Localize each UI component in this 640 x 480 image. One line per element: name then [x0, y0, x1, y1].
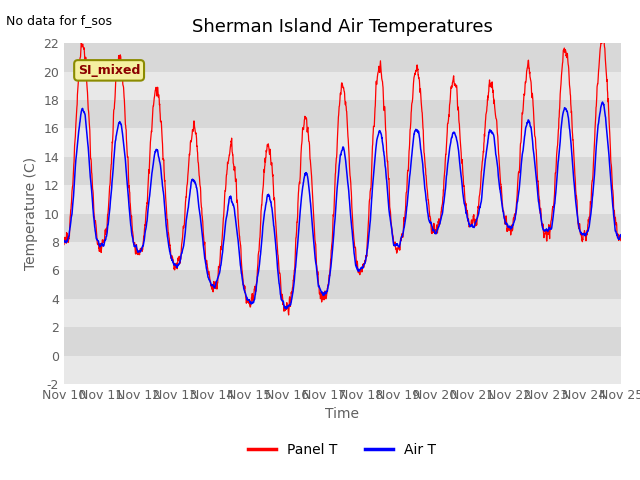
Bar — [64, 100, 621, 129]
Panel T — [216, 264, 223, 270]
Line: Panel T: Panel T — [64, 37, 621, 315]
Air T — [617, 232, 625, 238]
Bar — [64, 214, 621, 242]
Air T — [504, 224, 512, 230]
Bar — [64, 299, 621, 327]
Bar — [64, 242, 621, 270]
Bar — [64, 327, 621, 356]
Air T — [282, 306, 290, 312]
X-axis label: Time: Time — [325, 408, 360, 421]
Air T — [60, 238, 68, 244]
Text: SI_mixed: SI_mixed — [78, 64, 140, 77]
Panel T — [371, 112, 379, 118]
Panel T — [568, 115, 575, 121]
Air T — [371, 158, 379, 164]
Air T — [216, 271, 223, 276]
Air T — [359, 265, 367, 271]
Panel T — [285, 312, 292, 318]
Air T — [584, 229, 591, 235]
Bar — [64, 356, 621, 384]
Bar — [64, 185, 621, 214]
Air T — [568, 150, 575, 156]
Panel T — [617, 238, 625, 243]
Air T — [598, 99, 606, 105]
Title: Sherman Island Air Temperatures: Sherman Island Air Temperatures — [192, 18, 493, 36]
Panel T — [359, 265, 367, 271]
Panel T — [584, 227, 591, 233]
Text: No data for f_sos: No data for f_sos — [6, 14, 113, 27]
Panel T — [60, 241, 68, 247]
Legend: Panel T, Air T: Panel T, Air T — [243, 437, 442, 462]
Panel T — [504, 227, 512, 233]
Bar — [64, 72, 621, 100]
Line: Air T: Air T — [64, 102, 621, 309]
Y-axis label: Temperature (C): Temperature (C) — [24, 157, 38, 270]
Bar — [64, 157, 621, 185]
Bar — [64, 129, 621, 157]
Bar — [64, 270, 621, 299]
Bar — [64, 43, 621, 72]
Panel T — [599, 35, 607, 40]
